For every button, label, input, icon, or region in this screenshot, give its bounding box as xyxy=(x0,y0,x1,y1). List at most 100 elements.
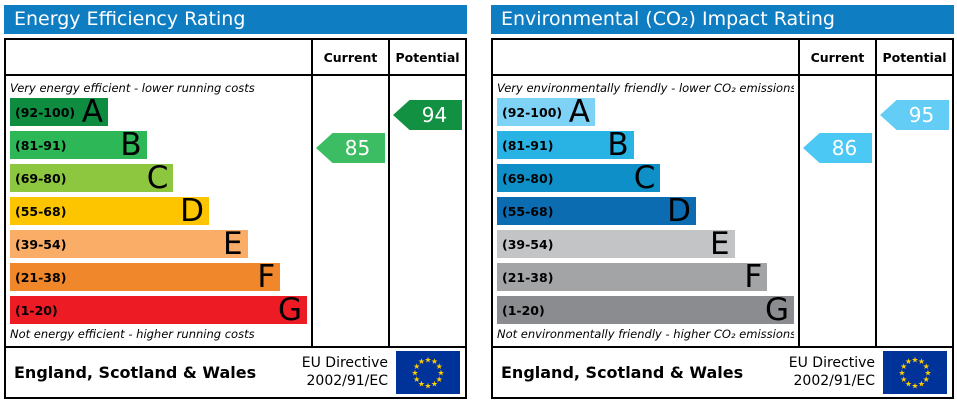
band-letter: E xyxy=(710,226,730,262)
band-range-label: (39-54) xyxy=(502,236,554,252)
band-bar-e: (39-54) E xyxy=(497,226,735,262)
band-row-g: (1-20) G xyxy=(10,295,307,326)
svg-text:★: ★ xyxy=(900,375,907,384)
eu-directive-line2: 2002/91/EC xyxy=(306,372,389,389)
current-rating-arrow: 85 xyxy=(316,133,385,163)
band-letter: F xyxy=(744,259,763,295)
band-list: (92-100) A (81-91) B (69-80) C (55-68) D (39-54)… xyxy=(497,94,794,328)
current-rating-arrow: 86 xyxy=(803,133,872,163)
table-header-row: Current Potential xyxy=(493,40,952,76)
band-bar-a: (92-100) A xyxy=(10,94,108,130)
band-bar-d: (55-68) D xyxy=(497,193,696,229)
band-row-a: (92-100) A xyxy=(10,94,307,130)
band-bar-b: (81-91) B xyxy=(10,127,147,163)
band-letter: C xyxy=(146,160,169,196)
table-body-row: Very energy efficient - lower running co… xyxy=(6,76,465,346)
band-range-label: (1-20) xyxy=(15,302,58,318)
svg-text:★: ★ xyxy=(413,375,420,384)
band-letter: A xyxy=(568,94,590,130)
page-title: Energy Efficiency Rating xyxy=(14,8,246,30)
band-row-c: (69-80) C xyxy=(10,160,307,196)
svg-text:★: ★ xyxy=(924,368,931,377)
band-bar-f: (21-38) F xyxy=(497,259,768,295)
column-header-current: Current xyxy=(311,40,388,74)
table-footer-row: England, Scotland & Wales EU Directive 2… xyxy=(6,346,465,397)
band-letter: B xyxy=(120,127,142,163)
bottom-caption: Not environmentally friendly - higher CO… xyxy=(497,327,794,341)
band-letter: B xyxy=(607,127,629,163)
panel-title-bar: Environmental (CO₂) Impact Rating xyxy=(491,5,954,34)
band-bar-b: (81-91) B xyxy=(497,127,634,163)
potential-rating-arrow: 94 xyxy=(393,100,462,130)
header-spacer xyxy=(493,40,798,74)
svg-text:★: ★ xyxy=(911,355,918,364)
band-bar-a: (92-100) A xyxy=(497,94,595,130)
band-bar-c: (69-80) C xyxy=(10,160,174,196)
band-bar-f: (21-38) F xyxy=(10,259,281,295)
panel-title-bar: Energy Efficiency Rating xyxy=(4,5,467,34)
band-letter: E xyxy=(223,226,243,262)
svg-text:★: ★ xyxy=(437,368,444,377)
svg-text:★: ★ xyxy=(424,355,431,364)
band-row-c: (69-80) C xyxy=(497,160,794,196)
band-list: (92-100) A (81-91) B (69-80) C (55-68) D (39-54)… xyxy=(10,94,307,326)
current-rating-cell: 86 xyxy=(798,76,875,346)
band-bar-c: (69-80) C xyxy=(497,160,661,196)
band-range-label: (92-100) xyxy=(15,104,76,120)
band-row-b: (81-91) B xyxy=(497,127,794,163)
svg-text:★: ★ xyxy=(436,375,443,384)
band-row-g: (1-20) G xyxy=(497,292,794,328)
header-spacer xyxy=(6,40,311,74)
band-letter: C xyxy=(633,160,656,196)
band-row-b: (81-91) B xyxy=(10,127,307,163)
band-letter: D xyxy=(180,193,204,229)
band-bar-e: (39-54) E xyxy=(10,226,248,262)
band-range-label: (69-80) xyxy=(15,170,67,186)
svg-text:★: ★ xyxy=(418,380,425,389)
band-row-e: (39-54) E xyxy=(10,226,307,262)
svg-text:★: ★ xyxy=(923,362,930,371)
eu-flag-icon: ★ ★ ★ ★ ★ ★ ★ ★ ★ ★ ★ ★ xyxy=(883,351,947,394)
svg-text:★: ★ xyxy=(436,362,443,371)
svg-text:★: ★ xyxy=(905,380,912,389)
svg-text:★: ★ xyxy=(911,381,918,390)
band-range-label: (39-54) xyxy=(15,236,67,252)
eu-directive-label: EU Directive 2002/91/EC xyxy=(302,355,388,390)
band-range-label: (92-100) xyxy=(502,104,563,120)
eu-directive-line1: EU Directive xyxy=(301,355,388,371)
eu-flag-icon: ★ ★ ★ ★ ★ ★ ★ ★ ★ ★ ★ ★ xyxy=(396,351,460,394)
potential-rating-arrow: 95 xyxy=(880,100,949,130)
band-letter: D xyxy=(667,193,691,229)
band-bar-g: (1-20) G xyxy=(10,295,307,326)
band-row-d: (55-68) D xyxy=(10,193,307,229)
svg-text:★: ★ xyxy=(923,375,930,384)
svg-text:★: ★ xyxy=(431,380,438,389)
band-row-e: (39-54) E xyxy=(497,226,794,262)
column-header-potential: Potential xyxy=(388,40,465,74)
region-label: England, Scotland & Wales xyxy=(14,363,257,382)
band-letter: A xyxy=(81,94,103,130)
panel-environmental-impact: Environmental (CO₂) Impact Rating Curren… xyxy=(491,5,954,399)
band-letter: F xyxy=(257,259,276,295)
top-caption: Very energy efficient - lower running co… xyxy=(10,81,255,95)
svg-text:★: ★ xyxy=(918,380,925,389)
top-caption: Very environmentally friendly - lower CO… xyxy=(497,81,794,95)
svg-text:★: ★ xyxy=(898,368,905,377)
band-bar-d: (55-68) D xyxy=(10,193,209,229)
svg-text:★: ★ xyxy=(411,368,418,377)
band-range-label: (55-68) xyxy=(502,203,554,219)
eu-directive-line1: EU Directive xyxy=(788,355,875,371)
band-range-label: (21-38) xyxy=(502,269,554,285)
band-range-label: (81-91) xyxy=(502,137,554,153)
table-footer-row: England, Scotland & Wales EU Directive 2… xyxy=(493,346,952,397)
svg-text:★: ★ xyxy=(418,357,425,366)
bottom-caption: Not energy efficient - higher running co… xyxy=(10,327,255,341)
band-row-a: (92-100) A xyxy=(497,94,794,130)
rating-table: Current Potential Very environmentally f… xyxy=(491,38,954,399)
band-row-f: (21-38) F xyxy=(10,259,307,295)
band-area: Very energy efficient - lower running co… xyxy=(6,76,311,346)
band-letter: G xyxy=(764,292,789,328)
svg-text:★: ★ xyxy=(905,357,912,366)
column-header-current: Current xyxy=(798,40,875,74)
band-row-f: (21-38) F xyxy=(497,259,794,295)
